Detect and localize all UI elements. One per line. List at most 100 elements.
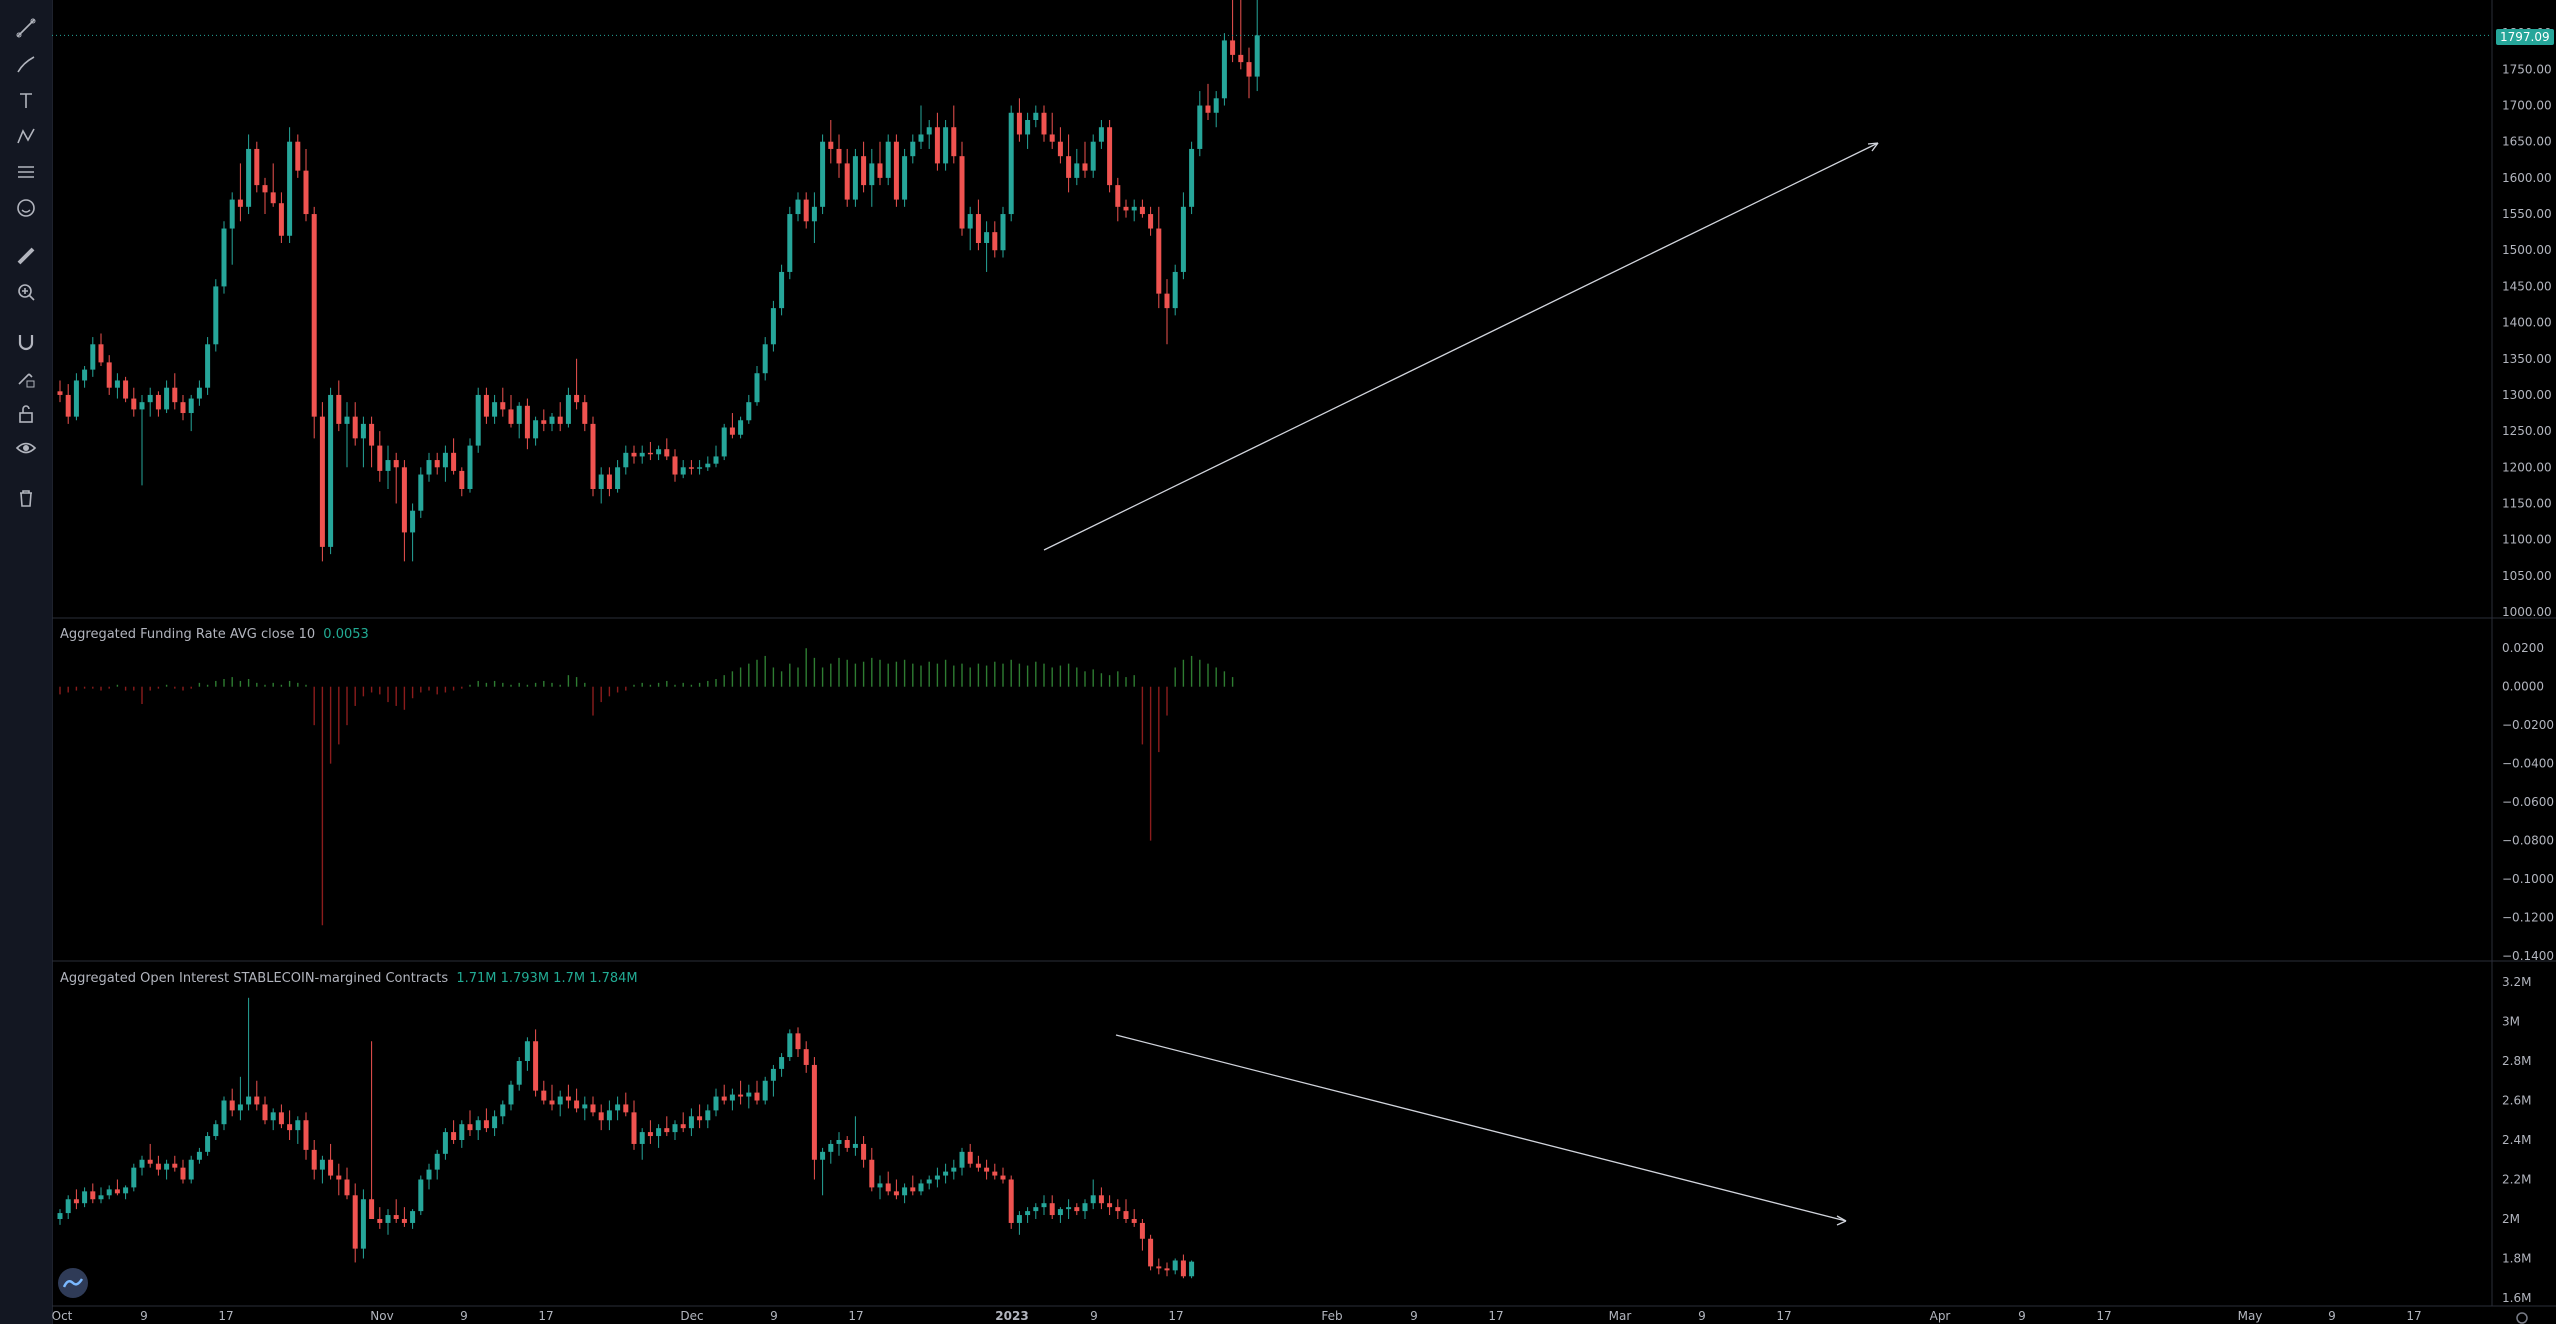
trend-line-tool-icon[interactable] — [8, 10, 44, 46]
measure-tool-icon[interactable] — [8, 154, 44, 190]
oi-candle — [893, 1191, 899, 1196]
price-candle — [385, 460, 391, 471]
unlock-tool-icon[interactable] — [8, 396, 44, 432]
price-candle — [1221, 40, 1227, 99]
oi-candle — [934, 1175, 940, 1180]
oi-candle — [180, 1167, 186, 1180]
time-axis-label: Dec — [680, 1309, 703, 1323]
price-candle — [483, 394, 489, 417]
price-candle — [1082, 163, 1088, 171]
price-candle — [254, 148, 260, 186]
zoom-in-tool-icon[interactable] — [8, 274, 44, 310]
oi-candle — [524, 1041, 530, 1061]
text-tool-icon[interactable] — [8, 82, 44, 118]
price-candle — [172, 387, 178, 403]
drawing-toolbar — [0, 0, 53, 1324]
price-candle — [1098, 127, 1104, 142]
oi-candle — [492, 1116, 498, 1129]
price-candle — [697, 467, 703, 469]
oi-candle — [393, 1215, 399, 1219]
price-candle — [574, 394, 580, 403]
oi-candle — [73, 1199, 79, 1204]
trash-tool-icon[interactable] — [8, 480, 44, 516]
oi-candle — [369, 1199, 375, 1219]
chart-canvas[interactable]: 1800.001750.001700.001650.001600.001550.… — [52, 0, 2556, 1324]
oi-candle — [1098, 1195, 1104, 1204]
price-candle — [1139, 206, 1145, 215]
price-candle — [1049, 134, 1055, 142]
price-candle — [344, 416, 350, 424]
price-candle — [1230, 40, 1236, 55]
eye-visibility-tool-icon[interactable] — [8, 430, 44, 466]
oi-candle — [754, 1092, 760, 1101]
price-candle — [1172, 271, 1178, 309]
oi-candle — [967, 1151, 973, 1164]
oi-candle — [885, 1183, 891, 1192]
oi-candle — [820, 1151, 826, 1160]
price-axis-label: 1000.00 — [2502, 605, 2552, 619]
price-candle — [606, 474, 612, 489]
time-axis-label: 17 — [848, 1309, 863, 1323]
brush-tool-icon[interactable] — [8, 46, 44, 82]
price-candle — [524, 405, 530, 439]
price-candle — [1025, 120, 1031, 135]
price-candle — [729, 427, 735, 435]
oi-trend-arrow — [1836, 1215, 1847, 1226]
time-axis-label: May — [2238, 1309, 2263, 1323]
price-candle — [828, 141, 834, 149]
price-axis-label: 1450.00 — [2502, 279, 2552, 293]
oi-candle — [98, 1195, 104, 1200]
price-candle — [967, 214, 973, 229]
price-candle — [393, 460, 399, 468]
oi-candle — [770, 1068, 776, 1081]
price-candle — [541, 420, 547, 424]
price-candle — [1246, 62, 1252, 77]
oi-candle — [1082, 1203, 1088, 1212]
price-candle — [582, 402, 588, 424]
price-candle — [738, 420, 744, 435]
oi-candle — [82, 1191, 88, 1204]
price-candle — [557, 416, 563, 424]
price-candle — [1057, 141, 1063, 157]
time-axis-label: 17 — [538, 1309, 553, 1323]
ruler-tool-icon[interactable] — [8, 238, 44, 274]
price-candle — [1107, 127, 1113, 186]
price-candle — [1041, 112, 1047, 135]
emoji-tool-icon[interactable] — [8, 190, 44, 226]
oi-candle — [410, 1211, 416, 1223]
price-candle — [196, 387, 202, 399]
oi-candle — [1033, 1207, 1039, 1212]
oi-candle — [254, 1096, 260, 1105]
oi-candle — [590, 1104, 596, 1113]
oi-candle — [918, 1183, 924, 1192]
tradingview-logo-icon[interactable] — [58, 1268, 88, 1298]
price-candle — [1123, 206, 1129, 211]
lock-drawing-tool-icon[interactable] — [8, 360, 44, 396]
oi-candle — [172, 1163, 178, 1168]
pattern-tool-icon[interactable] — [8, 118, 44, 154]
oi-candle — [902, 1187, 908, 1196]
oi-candle — [516, 1061, 522, 1085]
price-candle — [328, 394, 334, 547]
oi-candle — [688, 1116, 694, 1129]
price-candle — [803, 199, 809, 222]
oi-candle — [582, 1104, 588, 1109]
chart-area[interactable]: 1800.001750.001700.001650.001600.001550.… — [52, 0, 2556, 1324]
price-candle — [1016, 112, 1022, 135]
price-candle — [795, 199, 801, 215]
oi-candle — [1016, 1215, 1022, 1223]
price-candle — [533, 420, 539, 439]
price-candle — [1066, 156, 1072, 178]
price-candle — [770, 308, 776, 345]
funding-axis-label: −0.0600 — [2502, 795, 2554, 809]
time-axis-label: 17 — [218, 1309, 233, 1323]
magnet-tool-icon[interactable] — [8, 324, 44, 360]
price-candle — [377, 445, 383, 471]
oi-candle — [1008, 1179, 1014, 1223]
price-candle — [984, 232, 990, 243]
time-axis-label: 17 — [1168, 1309, 1183, 1323]
time-axis-label: 9 — [140, 1309, 148, 1323]
price-candle — [1115, 185, 1121, 207]
price-axis-label: 1100.00 — [2502, 533, 2552, 547]
oi-candle — [57, 1213, 63, 1219]
